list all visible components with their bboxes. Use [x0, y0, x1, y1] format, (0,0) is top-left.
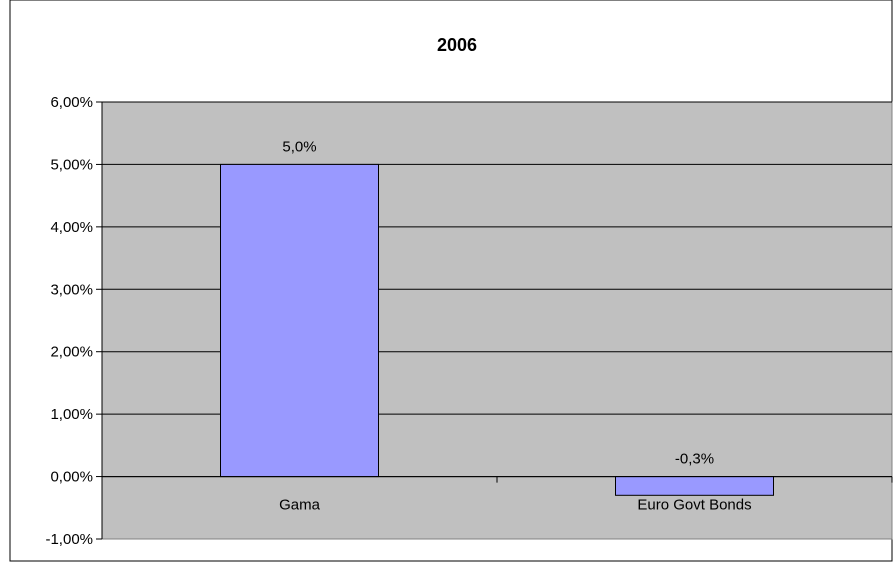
chart-title: 2006	[437, 35, 477, 55]
data-label: -0,3%	[675, 451, 714, 468]
y-tick-label: 1,00%	[50, 406, 93, 423]
bar-euro-govt-bonds	[615, 476, 774, 496]
y-tick-label: 4,00%	[50, 219, 93, 236]
y-tick-label: 6,00%	[50, 94, 93, 111]
y-tick-label: 0,00%	[50, 469, 93, 486]
data-label: 5,0%	[282, 138, 316, 155]
plot-area: 6,00% 5,00% 4,00% 3,00% 2,00% 1,00% 0,00% -1,00…	[45, 94, 893, 548]
bar-gama	[220, 163, 379, 478]
y-tick-label: 5,00%	[50, 156, 93, 173]
category-label: Euro Govt Bonds	[637, 497, 751, 514]
y-tick-label: 2,00%	[50, 344, 93, 361]
category-label: Gama	[279, 497, 321, 514]
y-tick-label: -1,00%	[45, 531, 93, 548]
y-tick-label: 3,00%	[50, 281, 93, 298]
